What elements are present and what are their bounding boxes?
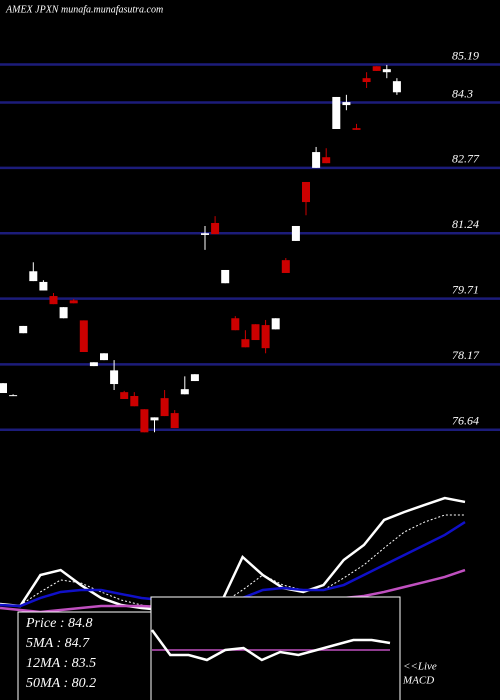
candle-body bbox=[221, 269, 230, 284]
candle-body bbox=[150, 417, 159, 421]
candle-body bbox=[332, 96, 341, 130]
candle-body bbox=[261, 325, 270, 349]
candle-body bbox=[291, 225, 300, 241]
candle-body bbox=[59, 307, 68, 319]
candle-body bbox=[130, 396, 139, 407]
macd-label: <<Live bbox=[403, 661, 437, 673]
legend-box bbox=[17, 611, 153, 700]
y-tick-label: 81.24 bbox=[452, 217, 479, 231]
candle-body bbox=[190, 374, 199, 382]
candle-body bbox=[9, 395, 18, 397]
legend-line: 50MA : 80.2 bbox=[26, 676, 96, 691]
candle-body bbox=[160, 398, 169, 417]
candle-body bbox=[392, 81, 401, 93]
candle-body bbox=[382, 69, 391, 73]
candle-body bbox=[110, 370, 119, 385]
candle-body bbox=[39, 281, 48, 291]
indicator-line bbox=[150, 629, 391, 662]
candle-body bbox=[302, 181, 310, 203]
legend-line: 5MA : 84.7 bbox=[26, 636, 90, 651]
y-tick-label: 78.17 bbox=[452, 348, 480, 362]
y-tick-label: 79.71 bbox=[452, 282, 479, 296]
y-tick-label: 84.3 bbox=[452, 86, 473, 100]
candle-body bbox=[312, 152, 321, 168]
candle-body bbox=[362, 78, 371, 83]
candle-body bbox=[211, 222, 220, 235]
candle-body bbox=[49, 296, 58, 305]
candle-body bbox=[120, 392, 129, 399]
candle-body bbox=[241, 339, 250, 348]
chart-title: AMEX JPXN munafa.munafasutra.com bbox=[5, 4, 163, 15]
y-tick-label: 82.77 bbox=[452, 152, 480, 166]
candle-body bbox=[352, 128, 361, 130]
candle-body bbox=[79, 320, 88, 352]
legend-line: Price : 84.8 bbox=[25, 616, 92, 631]
candle-body bbox=[180, 389, 189, 395]
indicator-line bbox=[0, 514, 465, 609]
candle-body bbox=[271, 318, 280, 330]
candle-body bbox=[19, 325, 28, 334]
candle-body bbox=[69, 300, 78, 304]
candle-body bbox=[372, 66, 381, 71]
candle-body bbox=[231, 318, 240, 331]
candle-body bbox=[89, 362, 98, 367]
candle-body bbox=[281, 260, 290, 273]
macd-box bbox=[150, 596, 401, 700]
candle-body bbox=[0, 383, 7, 394]
candle-body bbox=[251, 324, 260, 341]
candle-body bbox=[29, 271, 38, 282]
macd-label: MACD bbox=[402, 675, 434, 687]
legend-line: 12MA : 83.5 bbox=[26, 656, 96, 671]
candle-body bbox=[322, 157, 331, 164]
candle-body bbox=[201, 233, 209, 235]
candle-body bbox=[342, 102, 351, 106]
y-tick-label: 85.19 bbox=[452, 48, 479, 62]
candle-body bbox=[100, 353, 108, 361]
candle-body bbox=[170, 413, 179, 429]
candle-body bbox=[140, 409, 149, 433]
y-tick-label: 76.64 bbox=[452, 413, 479, 427]
